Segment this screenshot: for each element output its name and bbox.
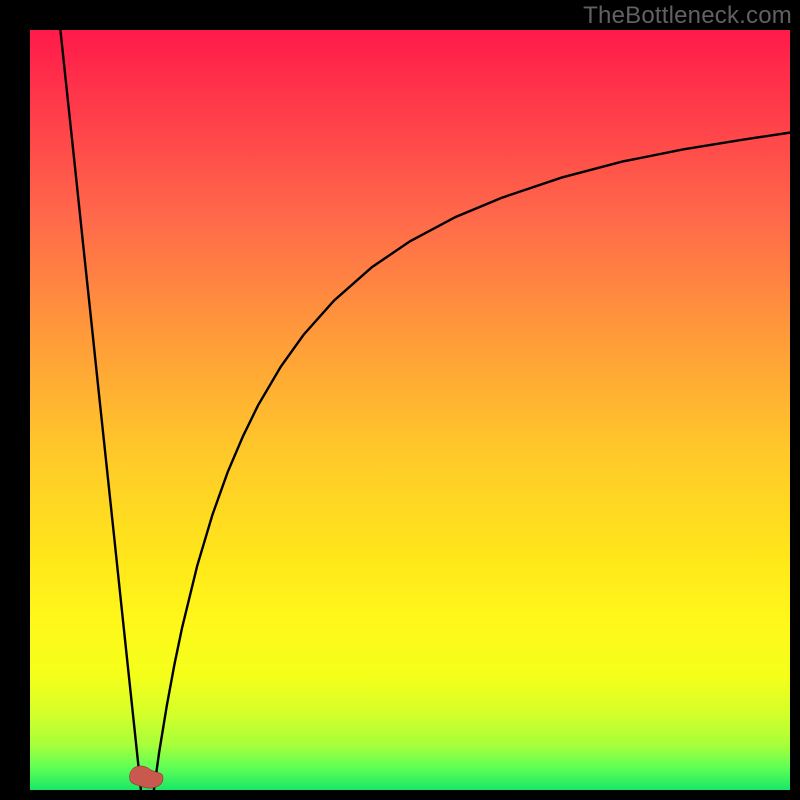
plot-area: [30, 30, 790, 790]
curve-left-branch: [60, 30, 141, 790]
chart-frame: TheBottleneck.com: [0, 0, 800, 800]
watermark-text: TheBottleneck.com: [583, 2, 792, 30]
curve-right-branch: [154, 133, 790, 790]
curve-overlay: [30, 30, 790, 790]
